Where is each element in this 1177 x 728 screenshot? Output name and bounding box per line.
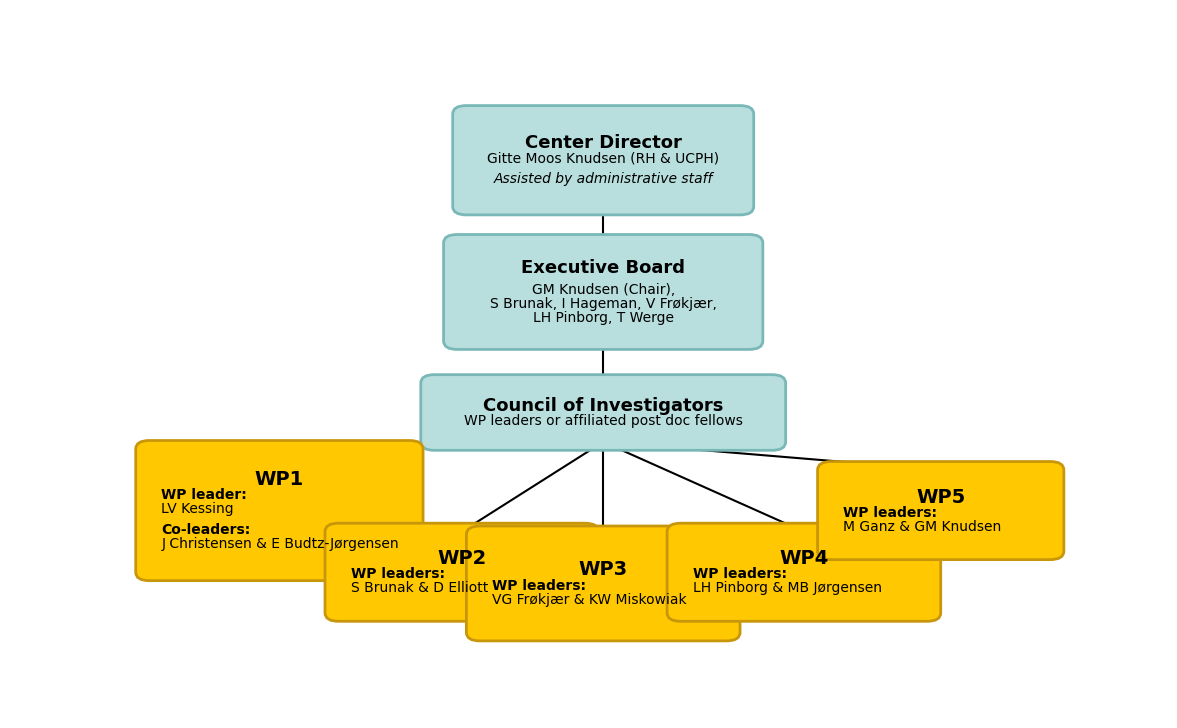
Text: WP leaders:: WP leaders: — [843, 506, 937, 520]
FancyBboxPatch shape — [135, 440, 423, 581]
Text: S Brunak & D Elliott: S Brunak & D Elliott — [351, 582, 487, 596]
Text: WP leaders:: WP leaders: — [492, 579, 586, 593]
Text: WP leaders:: WP leaders: — [692, 567, 786, 582]
Text: Co-leaders:: Co-leaders: — [161, 523, 251, 537]
Text: WP1: WP1 — [254, 470, 304, 489]
Text: GM Knudsen (Chair),: GM Knudsen (Chair), — [532, 283, 674, 297]
Text: WP5: WP5 — [916, 488, 965, 507]
FancyBboxPatch shape — [325, 523, 599, 621]
FancyBboxPatch shape — [466, 526, 740, 641]
Text: LH Pinborg & MB Jørgensen: LH Pinborg & MB Jørgensen — [692, 582, 882, 596]
Text: J Christensen & E Budtz-Jørgensen: J Christensen & E Budtz-Jørgensen — [161, 537, 399, 551]
FancyBboxPatch shape — [421, 375, 786, 451]
Text: WP leaders or affiliated post doc fellows: WP leaders or affiliated post doc fellow… — [464, 414, 743, 428]
Text: WP4: WP4 — [779, 549, 829, 569]
Text: WP leaders:: WP leaders: — [351, 567, 445, 582]
Text: Gitte Moos Knudsen (RH & UCPH): Gitte Moos Knudsen (RH & UCPH) — [487, 151, 719, 165]
Text: Council of Investigators: Council of Investigators — [483, 397, 724, 415]
Text: VG Frøkjær & KW Miskowiak: VG Frøkjær & KW Miskowiak — [492, 593, 686, 606]
FancyBboxPatch shape — [667, 523, 940, 621]
Text: Center Director: Center Director — [525, 134, 681, 152]
Text: LV Kessing: LV Kessing — [161, 502, 234, 516]
Text: WP leader:: WP leader: — [161, 488, 247, 502]
Text: LH Pinborg, T Werge: LH Pinborg, T Werge — [533, 311, 673, 325]
Text: WP3: WP3 — [579, 561, 627, 579]
FancyBboxPatch shape — [818, 462, 1064, 560]
Text: M Ganz & GM Knudsen: M Ganz & GM Knudsen — [843, 520, 1002, 534]
FancyBboxPatch shape — [453, 106, 753, 215]
Text: S Brunak, I Hageman, V Frøkjær,: S Brunak, I Hageman, V Frøkjær, — [490, 297, 717, 311]
Text: Executive Board: Executive Board — [521, 259, 685, 277]
Text: WP2: WP2 — [437, 549, 486, 569]
FancyBboxPatch shape — [444, 234, 763, 349]
Text: Assisted by administrative staff: Assisted by administrative staff — [493, 173, 713, 186]
